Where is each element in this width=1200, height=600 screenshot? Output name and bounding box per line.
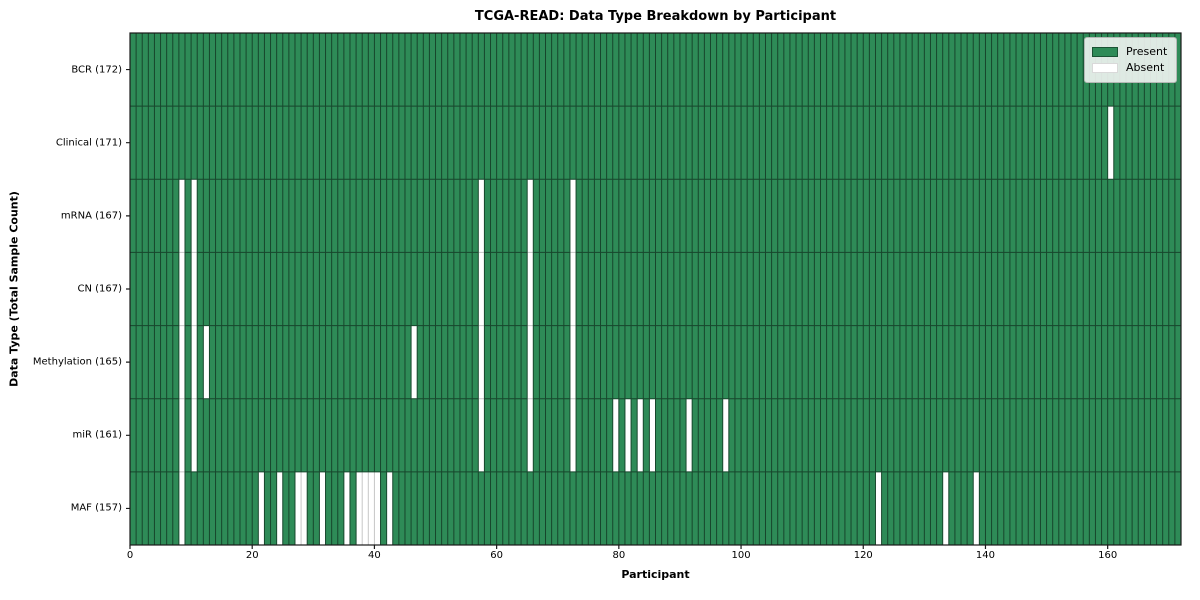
x-tick-label-140: 140 [975,550,995,561]
x-tick-label-80: 80 [612,550,626,561]
x-tick-label-120: 120 [853,550,873,561]
y-tick-label-MAF: MAF (157) [70,502,122,514]
legend-label-present: Present [1126,45,1168,58]
legend-swatch-absent [1092,63,1118,73]
y-tick-label-CN: CN (167) [77,283,122,295]
y-tick-label-mRNA: mRNA (167) [60,210,122,222]
x-tick-label-160: 160 [1098,550,1118,561]
y-tick-label-miR: miR (161) [72,429,122,441]
x-tick-label-20: 20 [245,550,259,561]
x-axis-label: Participant [621,568,690,581]
x-tick-label-60: 60 [490,550,503,561]
chart-title: TCGA-READ: Data Type Breakdown by Partic… [474,9,837,24]
legend-swatch-present [1092,47,1118,57]
legend: Present Absent [1084,37,1177,83]
legend-label-absent: Absent [1126,61,1165,74]
x-tick-label-0: 0 [126,550,134,561]
x-tick-label-100: 100 [731,550,751,561]
legend-item-present: Present [1092,44,1168,60]
y-tick-label-Clinical: Clinical (171) [55,137,122,149]
y-tick-label-Methylation: Methylation (165) [32,356,122,368]
y-tick-label-BCR: BCR (172) [71,64,122,76]
x-tick-label-40: 40 [368,550,381,561]
legend-item-absent: Absent [1092,60,1168,76]
